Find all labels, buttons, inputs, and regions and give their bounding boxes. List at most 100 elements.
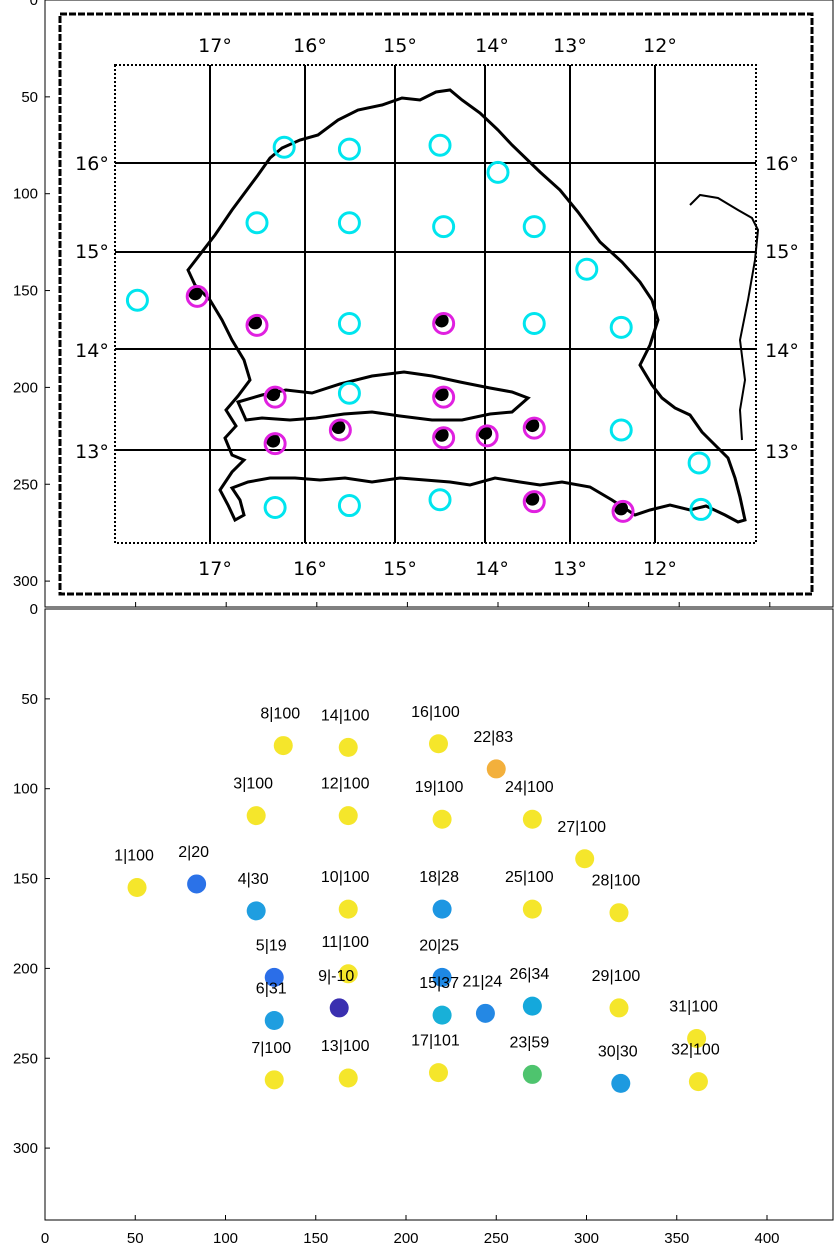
point-label: 15|37 [419,975,459,992]
station-marker-cyan [428,488,452,512]
lon-label-top: 15° [383,35,417,57]
station-marker-cyan [428,133,452,157]
scatter-point [329,998,349,1018]
point-label: 25|100 [505,869,554,886]
scatter-panel: 0 50 100 150 200 250 300 350 400 0 50 100 150 200 250 3… [13,601,834,1247]
point-label: 17|101 [411,1033,460,1050]
x-tick-label: 250 [484,1230,509,1247]
y-tick-label: 250 [13,476,38,493]
y-tick-label: 0 [30,601,38,618]
station-marker-magenta [475,424,499,448]
x-tick-label: 200 [393,1230,418,1247]
lat-label-left: 14° [75,340,109,362]
point-label: 13|100 [321,1038,370,1055]
point-label: 23|59 [509,1034,549,1051]
scatter-point [187,874,207,894]
point-label: 10|100 [321,869,370,886]
point-label: 22|83 [473,729,513,746]
y-tick-label: 100 [13,186,38,203]
map-y-axis: 50 100 150 200 250 300 0 [13,0,771,607]
lat-label-right: 13° [765,441,799,463]
lon-label-bottom: 13° [553,558,587,580]
scatter-point [338,737,358,757]
country-outline [186,88,747,524]
lon-label-top: 14° [475,35,509,57]
station-marker-cyan [337,137,361,161]
point-label: 7|100 [251,1040,291,1057]
lon-label-bottom: 15° [383,558,417,580]
map-labels: 17° 16° 15° 14° 13° 12° 17° 16° 15° 14° 13° 12° 16° 1… [75,35,799,580]
x-tick-label: 150 [303,1230,328,1247]
station-marker-cyan [486,160,510,184]
point-label: 24|100 [505,779,554,796]
station-marker-magenta [185,284,209,308]
point-label: 1|100 [114,848,154,865]
right-border [689,193,760,441]
scatter-point [432,809,452,829]
scatter-point [609,998,629,1018]
lon-label-bottom: 16° [293,558,327,580]
lon-label-bottom: 17° [198,558,232,580]
point-label: 14|100 [321,707,370,724]
station-marker-magenta [263,385,287,409]
scatter-point-labels: 1|100 2|20 3|100 4|30 5|19 6|31 7|100 8|100 9|-1… [114,704,720,1061]
scatter-point [688,1072,708,1092]
station-marker-cyan [432,215,456,239]
y-tick-label: 50 [21,89,38,106]
x-tick-label: 400 [754,1230,779,1247]
y-tick-label: 300 [13,1140,38,1157]
point-label: 30|30 [598,1043,638,1060]
scatter-point [486,759,506,779]
scatter-point [264,1011,284,1031]
station-marker-cyan [689,497,713,521]
lon-label-top: 12° [643,35,677,57]
scatter-point [575,849,595,869]
y-tick-label: 0 [30,0,38,9]
scatter-point [432,967,452,987]
station-marker-cyan [609,315,633,339]
point-label: 4|30 [238,871,269,888]
station-marker-magenta [263,432,287,456]
point-label: 5|19 [256,937,287,954]
station-marker-cyan [522,311,546,335]
scatter-point [338,1068,358,1088]
lon-label-top: 13° [553,35,587,57]
x-tick-label: 350 [664,1230,689,1247]
station-marker-magenta [432,385,456,409]
lon-label-top: 16° [293,35,327,57]
scatter-point [687,1028,707,1048]
point-label: 2|20 [178,844,209,861]
y-tick-label: 100 [13,781,38,798]
point-label: 8|100 [260,706,300,723]
scatter-point [264,1070,284,1090]
station-marker-magenta [522,416,546,440]
scatter-point [264,967,284,987]
point-label: 21|24 [463,973,503,990]
x-tick-label: 0 [41,1230,49,1247]
point-label: 29|100 [592,968,641,985]
scatter-point [338,899,358,919]
station-marker-magenta [245,313,269,337]
x-tick-label: 300 [574,1230,599,1247]
scatter-points [127,734,708,1093]
station-marker-cyan [609,418,633,442]
lon-label-bottom: 14° [475,558,509,580]
y-tick-label: 50 [21,691,38,708]
lat-label-left: 16° [75,153,109,175]
lat-label-right: 16° [765,153,799,175]
station-marker-cyan [337,494,361,518]
point-label: 26|34 [509,966,549,983]
scatter-axes: 0 50 100 150 200 250 300 350 400 0 50 100 150 200 250 3… [13,601,780,1247]
scatter-point [522,1064,542,1084]
station-marker-cyan [337,381,361,405]
station-marker-cyan [245,211,269,235]
station-marker-cyan [522,215,546,239]
station-marker-magenta [522,490,546,514]
scatter-point [611,1073,631,1093]
gambia-outline [235,370,531,422]
point-label: 18|28 [419,869,459,886]
station-marker-cyan [337,311,361,335]
scan-frame [58,12,814,596]
lon-label-bottom: 12° [643,558,677,580]
